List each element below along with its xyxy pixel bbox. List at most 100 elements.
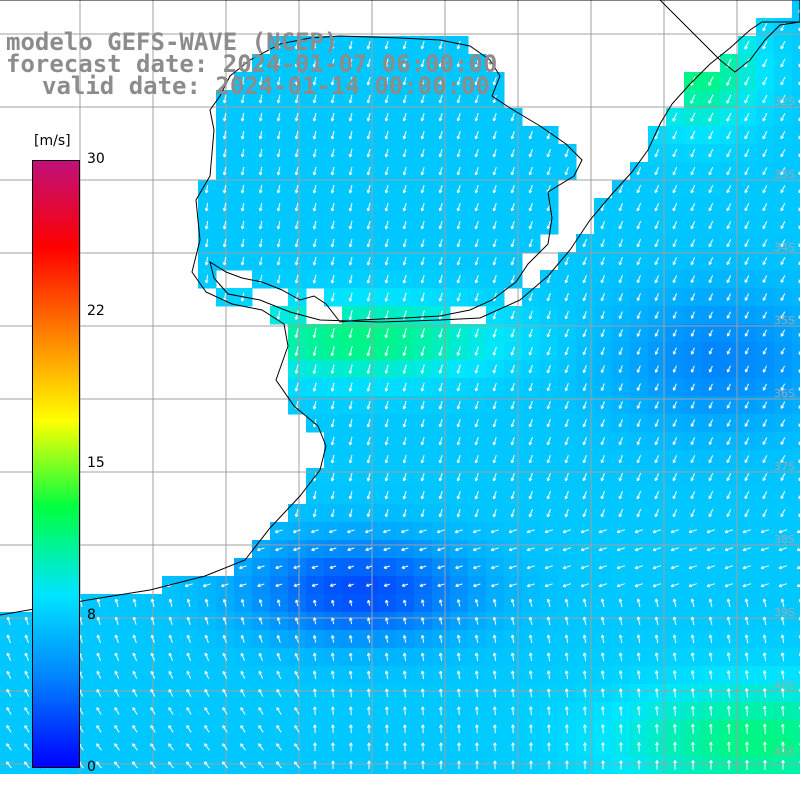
wind-arrow-head (330, 423, 333, 428)
wind-arrow (619, 401, 623, 409)
wind-arrow-head (366, 45, 369, 50)
wind-arrow-head (384, 81, 387, 86)
wind-arrow (672, 202, 678, 212)
wind-arrow-head (204, 244, 207, 248)
wind-arrow-head (456, 459, 459, 464)
wind-arrow (619, 221, 623, 229)
wind-arrow-head (510, 225, 513, 229)
wind-arrow-head (456, 298, 459, 302)
wind-arrow (744, 221, 750, 229)
wind-arrow (708, 293, 714, 301)
wind-arrow-head (420, 45, 423, 50)
wind-arrow (349, 130, 353, 140)
wind-arrow-head (402, 423, 405, 428)
wind-arrow (385, 148, 389, 158)
wind-arrow (673, 329, 677, 337)
wind-arrow-head (510, 370, 513, 374)
wind-arrow (223, 238, 227, 248)
wind-arrow (565, 293, 569, 301)
wind-arrow-head (276, 280, 279, 284)
wind-arrow (636, 239, 642, 247)
wind-arrow-head (564, 279, 567, 283)
wind-arrow (780, 167, 786, 175)
wind-arrow (493, 292, 497, 302)
wind-arrow-head (366, 225, 369, 230)
wind-arrow-head (348, 99, 351, 104)
wind-arrow-head (420, 495, 423, 500)
wind-arrow-head (564, 297, 567, 301)
wind-arrow (709, 347, 713, 355)
wind-arrow (259, 184, 263, 194)
wind-cell (792, 540, 800, 559)
wind-arrow (565, 149, 569, 157)
wind-arrow (619, 437, 623, 445)
wind-arrow (493, 436, 497, 446)
wind-arrow-head (492, 117, 495, 121)
wind-arrow (762, 167, 768, 175)
wind-arrow (403, 274, 407, 284)
wind-cell (792, 702, 800, 721)
wind-arrow-head (438, 171, 441, 176)
wind-arrow (241, 256, 245, 266)
wind-arrow (547, 419, 551, 427)
wind-arrow (475, 220, 479, 230)
wind-arrow-head (474, 387, 477, 392)
wind-arrow (457, 256, 461, 266)
wind-arrow-head (366, 316, 369, 320)
wind-arrow (439, 256, 443, 266)
wind-arrow (655, 293, 659, 301)
wind-arrow (295, 346, 299, 356)
wind-arrow (367, 58, 371, 68)
wind-arrow-head (474, 495, 477, 499)
wind-arrow (385, 58, 389, 68)
wind-arrow-head (474, 441, 477, 445)
wind-arrow (726, 185, 732, 193)
wind-arrow-head (510, 423, 513, 427)
wind-arrow-head (492, 334, 495, 338)
wind-arrow (726, 203, 732, 211)
wind-arrow-head (402, 298, 405, 302)
wind-arrow (295, 40, 299, 50)
wind-arrow (421, 418, 425, 428)
wind-arrow-head (312, 352, 315, 356)
wind-arrow (744, 401, 750, 409)
wind-arrow (637, 347, 641, 355)
wind-arrow (565, 257, 569, 265)
wind-arrow (691, 365, 695, 373)
wind-arrow-head (366, 495, 369, 500)
wind-arrow (475, 292, 479, 302)
wind-arrow-head (258, 189, 261, 194)
wind-arrow (529, 202, 533, 212)
wind-arrow (637, 311, 641, 319)
wind-arrow (349, 346, 353, 356)
wind-arrow-head (420, 298, 423, 302)
wind-arrow (349, 454, 353, 464)
wind-cell (792, 486, 800, 505)
wind-arrow (205, 274, 209, 284)
wind-arrow (349, 112, 353, 122)
wind-arrow (762, 383, 768, 391)
wind-arrow (259, 202, 263, 212)
wind-arrow (547, 275, 551, 283)
wind-arrow (529, 400, 533, 410)
wind-arrow-head (510, 135, 513, 139)
wind-cell (792, 504, 800, 523)
wind-arrow-head (456, 81, 459, 86)
wind-arrow-head (492, 352, 495, 356)
wind-arrow-head (492, 99, 495, 103)
wind-arrow (475, 400, 479, 410)
wind-arrow (672, 239, 678, 247)
wind-arrow (708, 185, 714, 193)
wind-arrow (223, 256, 227, 266)
wind-arrow-head (492, 316, 495, 320)
wind-arrow (780, 329, 786, 337)
wind-arrow (367, 454, 371, 464)
wind-arrow-head (456, 261, 459, 266)
wind-arrow-head (312, 117, 315, 122)
wind-arrow (744, 130, 750, 140)
wind-arrow (259, 58, 263, 68)
wind-arrow (241, 94, 245, 104)
wind-arrow (277, 130, 281, 140)
wind-arrow (223, 130, 227, 140)
wind-arrow-head (366, 207, 369, 212)
